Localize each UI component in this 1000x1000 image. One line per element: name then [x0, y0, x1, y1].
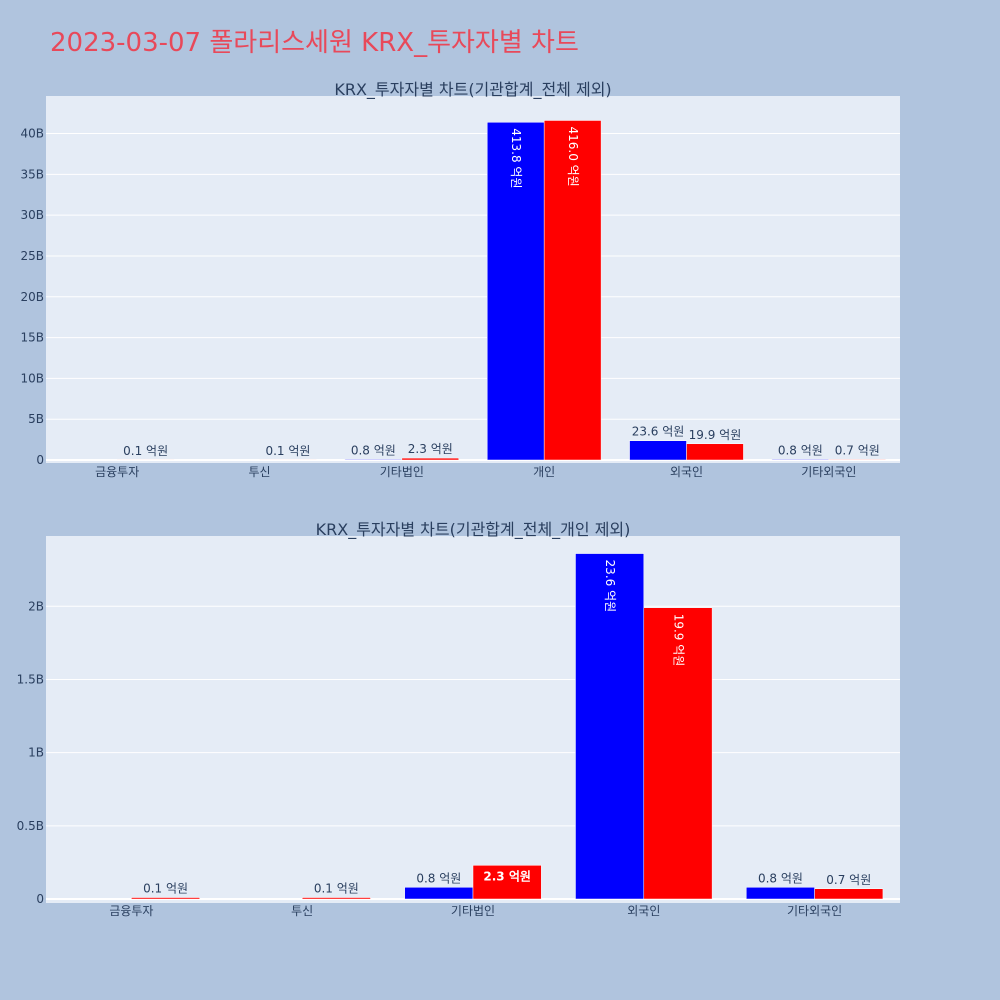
chart1-xtick-label: 금융투자	[95, 465, 139, 479]
chart1-bar-label: 0.7 억원	[835, 443, 880, 457]
chart1-bar	[686, 443, 744, 461]
chart1-bar	[543, 120, 602, 461]
chart2-xtick-label: 금융투자	[109, 904, 153, 918]
chart1-bar	[486, 122, 545, 461]
chart1-bar-label: 0.1 억원	[265, 444, 310, 458]
chart2-bar-label: 0.8 억원	[416, 871, 461, 885]
chart2-ytick-label: 1.5B	[17, 672, 44, 686]
chart2-title: KRX_투자자별 차트(기관합계_전체_개인 제외)	[316, 520, 631, 540]
chart2-xtick-label: 외국인	[627, 904, 660, 918]
chart1-ytick-label: 35B	[20, 167, 44, 181]
chart2-bar	[814, 888, 884, 900]
chart2-bar	[131, 897, 200, 900]
chart1-bar-label: 2.3 억원	[408, 442, 453, 456]
chart1-ytick-label: 20B	[20, 290, 44, 304]
chart2-bar	[575, 553, 645, 900]
chart1-xtick-label: 투신	[248, 465, 270, 479]
chart1-xtick-label: 개인	[533, 465, 555, 479]
chart2-bar-label: 0.8 억원	[758, 871, 803, 885]
chart2-bar-label: 0.7 억원	[826, 873, 871, 887]
chart2-bar-label: 0.1 억원	[143, 882, 188, 896]
chart2-plot-area	[46, 536, 900, 903]
chart1-ytick-label: 40B	[20, 127, 44, 141]
chart1-bar	[771, 459, 830, 461]
chart2-bar	[472, 865, 542, 900]
chart1-bar-label: 19.9 억원	[689, 428, 742, 442]
chart1-plot-area	[46, 96, 900, 463]
chart2-bar	[746, 887, 815, 900]
chart2-ytick-label: 0	[36, 892, 44, 906]
chart1-bar-label: 23.6 억원	[632, 425, 685, 439]
chart2-ytick-label: 1B	[28, 746, 44, 760]
chart1-bar-label: 0.8 억원	[351, 443, 396, 457]
chart2-bar	[301, 897, 371, 900]
chart1-ytick-label: 15B	[20, 331, 44, 345]
chart1-bar-label: 0.1 억원	[123, 444, 168, 458]
chart1-bar-label: 413.8 억원	[509, 128, 523, 188]
chart2-bar	[643, 607, 713, 900]
chart1-xtick-label: 외국인	[670, 465, 703, 479]
chart1-xtick-label: 기타법인	[380, 465, 424, 479]
chart1-title: KRX_투자자별 차트(기관합계_전체 제외)	[334, 80, 611, 100]
chart1-xtick-label: 기타외국인	[801, 465, 856, 479]
chart2-bar-label: 23.6 억원	[603, 560, 617, 613]
page-title: 2023-03-07 폴라리스세원 KRX_투자자별 차트	[50, 28, 579, 58]
chart2-xtick-label: 투신	[291, 904, 313, 918]
chart1-bar	[629, 440, 687, 461]
chart2-bar	[404, 887, 474, 900]
chart1-ytick-label: 10B	[20, 371, 44, 385]
chart1-ytick-label: 25B	[20, 249, 44, 263]
chart1-bar	[344, 459, 403, 461]
chart1-ytick-label: 30B	[20, 208, 44, 222]
chart1-bar	[401, 457, 460, 461]
chart2-bar-label: 0.1 억원	[314, 882, 359, 896]
chart2-ytick-label: 2B	[28, 599, 44, 613]
chart1-ytick-label: 0	[36, 453, 44, 467]
chart2-ytick-label: 0.5B	[17, 819, 44, 833]
chart2-xtick-label: 기타법인	[451, 904, 495, 918]
chart1-bar-label: 0.8 억원	[778, 443, 823, 457]
chart1-bar-label: 416.0 억원	[566, 126, 580, 186]
chart2-bar-label: 2.3 억원	[483, 869, 531, 883]
chart1-ytick-label: 5B	[28, 412, 44, 426]
chart2-xtick-label: 기타외국인	[787, 904, 842, 918]
chart2-bar-label: 19.9 억원	[671, 614, 685, 667]
chart1-bar	[828, 459, 887, 461]
